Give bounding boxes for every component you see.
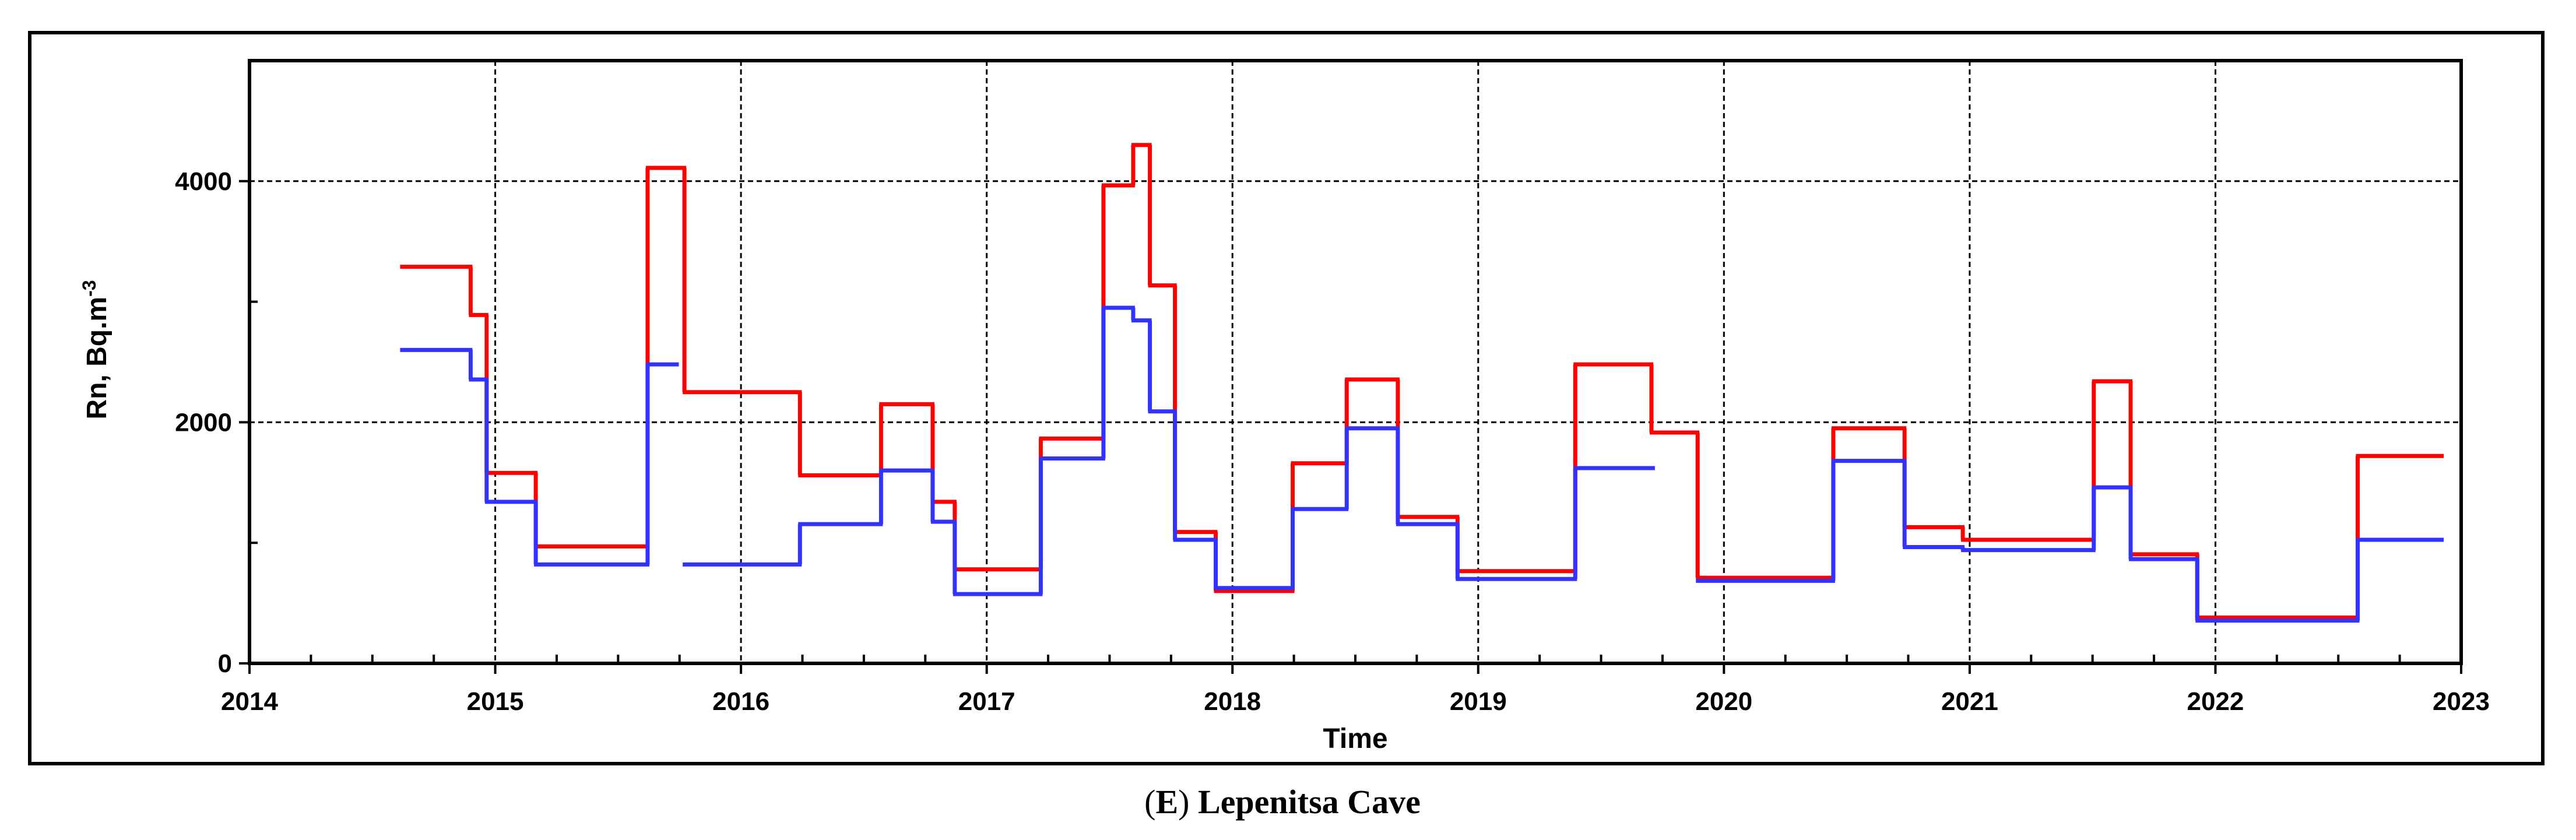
x-tick-label: 2014 bbox=[221, 687, 278, 716]
y-axis-title-superscript: -3 bbox=[79, 280, 100, 296]
series-2 bbox=[400, 305, 2444, 623]
caption-name: Lepenitsa Cave bbox=[1198, 783, 1421, 821]
ticks: 2014 2015 2016 2017 2018 2019 2020 2021 2022 2023… bbox=[175, 167, 2490, 716]
x-tick-label: 2020 bbox=[1695, 687, 1752, 716]
figure-caption: (E) Lepenitsa Cave bbox=[1144, 783, 1421, 821]
x-tick-label: 2022 bbox=[2187, 687, 2244, 716]
caption-letter: E bbox=[1155, 783, 1178, 821]
y-tick-label: 4000 bbox=[175, 167, 232, 196]
y-tick-label: 0 bbox=[218, 649, 232, 678]
x-tick-label: 2023 bbox=[2433, 687, 2490, 716]
series-group bbox=[400, 143, 2444, 623]
x-tick-label: 2017 bbox=[958, 687, 1015, 716]
x-tick-label: 2016 bbox=[712, 687, 769, 716]
figure-frame bbox=[28, 31, 2545, 765]
plot-area-border bbox=[248, 59, 2463, 665]
x-tick-label: 2019 bbox=[1450, 687, 1507, 716]
grid bbox=[249, 61, 2461, 663]
y-axis-title: Rn, Bq.m-3 bbox=[79, 280, 113, 419]
x-tick-label: 2018 bbox=[1204, 687, 1261, 716]
series-1 bbox=[400, 143, 2444, 620]
x-tick-label: 2015 bbox=[467, 687, 524, 716]
y-tick-label: 2000 bbox=[175, 408, 232, 437]
x-tick-label: 2021 bbox=[1941, 687, 1998, 716]
x-axis-title: Time bbox=[1323, 723, 1387, 754]
